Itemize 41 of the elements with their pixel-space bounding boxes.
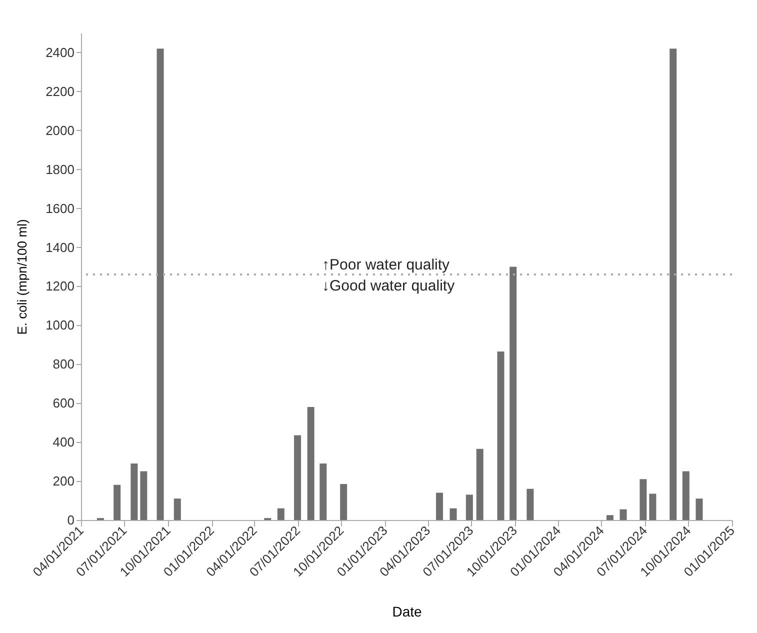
annotation: ↓Good water quality bbox=[322, 278, 456, 295]
bar bbox=[526, 488, 534, 520]
y-tick-label: 1400 bbox=[46, 240, 74, 255]
bar bbox=[696, 498, 703, 520]
bar bbox=[466, 494, 473, 520]
y-tick-label: 1200 bbox=[46, 278, 74, 294]
bar bbox=[620, 509, 627, 520]
y-tick-label: 600 bbox=[52, 396, 74, 411]
bar bbox=[450, 508, 457, 520]
bar bbox=[497, 352, 504, 520]
annotation: ↑Poor water quality bbox=[322, 256, 450, 274]
bar bbox=[320, 464, 327, 520]
bar bbox=[114, 484, 121, 520]
bar bbox=[682, 471, 690, 520]
bar bbox=[670, 48, 677, 520]
y-tick-label: 2000 bbox=[46, 122, 74, 138]
bar bbox=[606, 515, 614, 520]
bar bbox=[174, 498, 181, 520]
bar bbox=[476, 448, 484, 520]
bar bbox=[649, 494, 656, 520]
y-tick-label: 0 bbox=[67, 512, 74, 528]
y-tick-label: 1600 bbox=[46, 200, 74, 216]
bar bbox=[130, 464, 138, 520]
bar bbox=[156, 48, 164, 520]
bar bbox=[340, 484, 348, 520]
bar bbox=[277, 508, 284, 520]
bar bbox=[436, 492, 443, 520]
bar bbox=[640, 479, 647, 520]
y-tick-label: 1000 bbox=[46, 318, 74, 333]
y-axis-title: E. coli (mpn/100 ml) bbox=[14, 219, 30, 335]
bar bbox=[510, 266, 517, 520]
y-tick-label: 2200 bbox=[46, 84, 74, 99]
y-tick-label: 1800 bbox=[46, 162, 74, 177]
y-tick-label: 400 bbox=[52, 434, 74, 450]
bar bbox=[307, 407, 314, 520]
y-tick-label: 200 bbox=[52, 474, 74, 489]
bar bbox=[294, 435, 302, 520]
y-tick-label: 2400 bbox=[46, 44, 74, 60]
bar bbox=[140, 471, 148, 520]
x-axis-title: Date bbox=[392, 603, 422, 620]
y-tick-label: 800 bbox=[52, 356, 74, 372]
